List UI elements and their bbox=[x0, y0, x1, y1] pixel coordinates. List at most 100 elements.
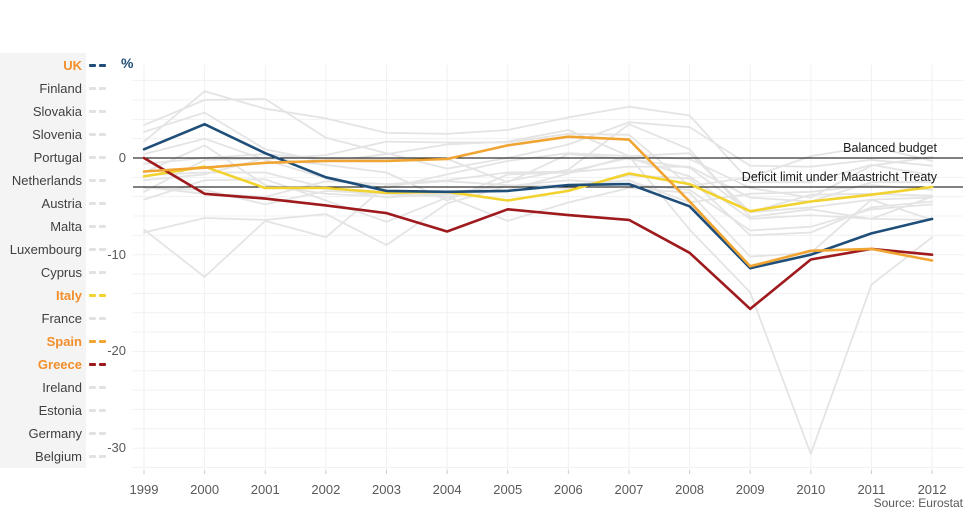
legend-line-swatch-icon bbox=[89, 340, 106, 343]
sidebar-item-finland[interactable]: Finland bbox=[0, 77, 120, 100]
series-line-greece[interactable] bbox=[142, 156, 934, 311]
series-line-luxembourg[interactable] bbox=[143, 98, 933, 170]
legend-country-label: Finland bbox=[39, 81, 82, 96]
legend-country-label: Greece bbox=[37, 357, 82, 372]
sidebar-item-italy[interactable]: Italy bbox=[0, 284, 120, 307]
legend-dash-icon bbox=[99, 202, 106, 205]
legend-line-swatch-icon bbox=[89, 87, 106, 90]
reference-line-label: Balanced budget bbox=[843, 141, 937, 155]
sidebar-item-france[interactable]: France bbox=[0, 307, 120, 330]
legend-line-swatch-icon bbox=[89, 432, 106, 435]
legend-line-swatch-icon bbox=[89, 248, 106, 251]
legend-country-label: Ireland bbox=[42, 380, 82, 395]
x-axis-tick-label: 2007 bbox=[614, 482, 644, 497]
series-line-ireland[interactable] bbox=[143, 111, 933, 455]
series-line-uk[interactable] bbox=[142, 122, 934, 270]
x-axis-tick-label: 2008 bbox=[675, 482, 705, 497]
sidebar-item-malta[interactable]: Malta bbox=[0, 215, 120, 238]
legend-country-label: UK bbox=[63, 58, 82, 73]
sidebar-item-netherlands[interactable]: Netherlands bbox=[0, 169, 120, 192]
legend-dash-icon bbox=[99, 179, 106, 182]
y-axis-tick-label: -10 bbox=[107, 246, 126, 262]
legend-dash-icon bbox=[99, 110, 106, 113]
legend-dash-icon bbox=[99, 133, 106, 136]
legend-country-label: Germany bbox=[28, 426, 82, 441]
x-axis-tick-label: 2012 bbox=[917, 482, 947, 497]
series-line-slovenia[interactable] bbox=[143, 157, 933, 220]
legend-country-label: Cyprus bbox=[40, 265, 82, 280]
legend-line-swatch-icon bbox=[89, 133, 106, 136]
legend-dash-icon bbox=[89, 409, 96, 412]
legend-line-swatch-icon bbox=[89, 317, 106, 320]
sidebar-item-slovenia[interactable]: Slovenia bbox=[0, 123, 120, 146]
sidebar-item-spain[interactable]: Spain bbox=[0, 330, 120, 353]
legend-dash-icon bbox=[89, 248, 96, 251]
sidebar-item-slovakia[interactable]: Slovakia bbox=[0, 100, 120, 123]
legend-dash-icon bbox=[99, 340, 106, 343]
legend-line-swatch-icon bbox=[89, 363, 106, 366]
legend-dash-icon bbox=[99, 386, 106, 389]
legend-dash-icon bbox=[89, 202, 96, 205]
sidebar-item-greece[interactable]: Greece bbox=[0, 353, 120, 376]
legend-dash-icon bbox=[99, 432, 106, 435]
series-line-france[interactable] bbox=[143, 171, 933, 232]
legend-dash-icon bbox=[89, 317, 96, 320]
legend-dash-icon bbox=[89, 386, 96, 389]
series-line-belgium[interactable] bbox=[143, 153, 933, 214]
x-axis-tick-label: 1999 bbox=[129, 482, 159, 497]
legend-country-label: Slovakia bbox=[32, 104, 82, 119]
legend-line-swatch-icon bbox=[89, 271, 106, 274]
series-line-finland[interactable] bbox=[143, 90, 933, 184]
x-axis-tick-label: 2004 bbox=[432, 482, 462, 497]
sidebar-item-ireland[interactable]: Ireland bbox=[0, 376, 120, 399]
legend-line-swatch-icon bbox=[89, 294, 106, 297]
legend-dash-icon bbox=[99, 455, 106, 458]
sidebar-item-uk[interactable]: UK bbox=[0, 54, 120, 77]
x-axis-tick-label: 2000 bbox=[190, 482, 220, 497]
sidebar-item-cyprus[interactable]: Cyprus bbox=[0, 261, 120, 284]
legend-line-swatch-icon bbox=[89, 179, 106, 182]
y-axis-tick-label: -20 bbox=[107, 343, 126, 359]
source-note: Source: Eurostat bbox=[873, 496, 963, 510]
legend-dash-icon bbox=[99, 294, 106, 297]
series-line-spain[interactable] bbox=[142, 135, 934, 268]
x-axis-tick-label: 2001 bbox=[250, 482, 280, 497]
series-line-italy[interactable] bbox=[142, 165, 934, 213]
sidebar-item-luxembourg[interactable]: Luxembourg bbox=[0, 238, 120, 261]
legend-dash-icon bbox=[99, 363, 106, 366]
legend-dash-icon bbox=[89, 156, 96, 159]
legend-line-swatch-icon bbox=[89, 409, 106, 412]
sidebar-item-austria[interactable]: Austria bbox=[0, 192, 120, 215]
sidebar-item-portugal[interactable]: Portugal bbox=[0, 146, 120, 169]
legend-line-swatch-icon bbox=[89, 455, 106, 458]
legend-country-label: Austria bbox=[41, 196, 82, 211]
legend-country-label: Luxembourg bbox=[9, 242, 82, 257]
legend-line-swatch-icon bbox=[89, 202, 106, 205]
legend-dash-icon bbox=[89, 432, 96, 435]
y-axis-title: % bbox=[121, 55, 134, 71]
y-axis-tick-label: -30 bbox=[107, 440, 126, 456]
legend-dash-icon bbox=[89, 179, 96, 182]
sidebar-item-estonia[interactable]: Estonia bbox=[0, 399, 120, 422]
x-axis-tick-label: 2009 bbox=[735, 482, 765, 497]
x-axis-tick-label: 2010 bbox=[796, 482, 826, 497]
legend-country-label: Slovenia bbox=[32, 127, 82, 142]
legend-dash-icon bbox=[99, 64, 106, 67]
x-axis-tick-label: 2011 bbox=[857, 482, 886, 497]
legend-dash-icon bbox=[99, 317, 106, 320]
legend-line-swatch-icon bbox=[89, 225, 106, 228]
legend-dash-icon bbox=[89, 363, 96, 366]
legend-dash-icon bbox=[89, 133, 96, 136]
legend-country-label: Malta bbox=[50, 219, 82, 234]
series-line-malta[interactable] bbox=[143, 179, 933, 246]
legend-dash-icon bbox=[89, 64, 96, 67]
x-axis-tick-label: 2002 bbox=[311, 482, 341, 497]
x-axis-tick-label: 2005 bbox=[493, 482, 523, 497]
sidebar-item-germany[interactable]: Germany bbox=[0, 422, 120, 445]
series-line-cyprus[interactable] bbox=[143, 123, 933, 223]
sidebar-item-belgium[interactable]: Belgium bbox=[0, 445, 120, 468]
legend-dash-icon bbox=[89, 340, 96, 343]
reference-line-label: Deficit limit under Maastricht Treaty bbox=[741, 170, 937, 184]
x-axis-tick-label: 2006 bbox=[553, 482, 583, 497]
